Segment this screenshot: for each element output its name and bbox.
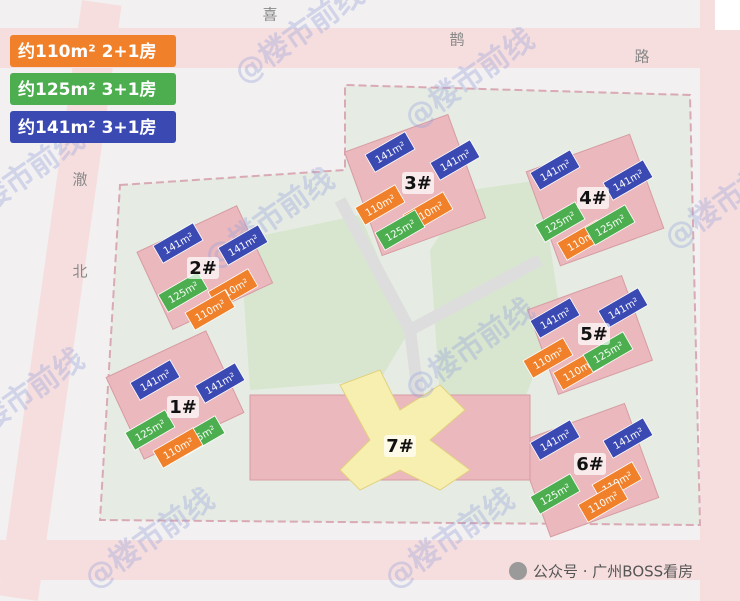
building-label: 4#: [579, 188, 607, 209]
block: [715, 0, 740, 30]
unit-tag-bg: [529, 149, 581, 191]
footer-icon: [509, 562, 527, 580]
legend-label: 约141m² 3+1房: [18, 117, 156, 138]
road-name: 北: [72, 263, 87, 281]
road-name: 鹊: [449, 31, 464, 49]
road-name: 喜: [262, 6, 277, 24]
building-label-bg: [402, 172, 434, 194]
unit-tag-bg: [184, 289, 236, 331]
building-label-bg: [578, 323, 610, 345]
unit-tag-bg: [534, 201, 586, 243]
unit-tag-bg: [597, 287, 649, 329]
unit-tag-bg: [602, 417, 654, 459]
unit-tag-bg: [129, 359, 181, 401]
building-label: 5#: [580, 324, 608, 345]
unit-tag-bg: [522, 337, 574, 379]
building-label: 6#: [576, 454, 604, 475]
building-label-bg: [384, 435, 416, 457]
unit-tag-bg: [577, 481, 629, 523]
unit-tag-bg: [364, 131, 416, 173]
footer: 公众号 · 广州BOSS看房: [533, 563, 693, 581]
unit-tag-bg: [584, 204, 636, 246]
unit-tag: 125m²: [157, 271, 209, 313]
legend-swatch: [10, 111, 176, 143]
unit-tag-bg: [529, 297, 581, 339]
unit-tag-bg: [157, 271, 209, 313]
building-label: 2#: [189, 258, 217, 279]
road: [0, 540, 740, 580]
unit-tag-bg: [529, 473, 581, 515]
road-name: 澈: [72, 171, 87, 189]
road: [700, 0, 740, 601]
unit-tag-bg: [152, 427, 204, 469]
unit-tag: 125m²: [584, 204, 636, 246]
unit-tag-bg: [529, 419, 581, 461]
building-label-bg: [577, 187, 609, 209]
unit-tag-bg: [124, 409, 176, 451]
building-label-bg: [187, 257, 219, 279]
building-label: 3#: [404, 173, 432, 194]
building-label: 7#: [386, 436, 414, 457]
unit-tag-bg: [429, 139, 481, 181]
legend-label: 约110m² 2+1房: [18, 41, 156, 62]
unit-tag-bg: [194, 362, 246, 404]
unit-tag-bg: [217, 224, 269, 266]
building-label-bg: [167, 396, 199, 418]
unit-tag-bg: [354, 184, 406, 226]
unit-tag: 141m²: [529, 419, 581, 461]
legend-label: 约125m² 3+1房: [18, 79, 156, 100]
building-7: [339, 369, 471, 491]
building-label-bg: [574, 453, 606, 475]
road-name: 路: [634, 48, 649, 66]
path: [334, 197, 543, 411]
lawn: [430, 180, 560, 410]
unit-tag-bg: [152, 222, 204, 264]
legend-swatch: [10, 35, 176, 67]
unit-tag: 141m²: [194, 362, 246, 404]
building-label: 1#: [169, 397, 197, 418]
unit-tag-bg: [374, 209, 426, 251]
road: [0, 0, 122, 601]
legend-swatch: [10, 73, 176, 105]
unit-tag: 110m²: [184, 289, 236, 331]
